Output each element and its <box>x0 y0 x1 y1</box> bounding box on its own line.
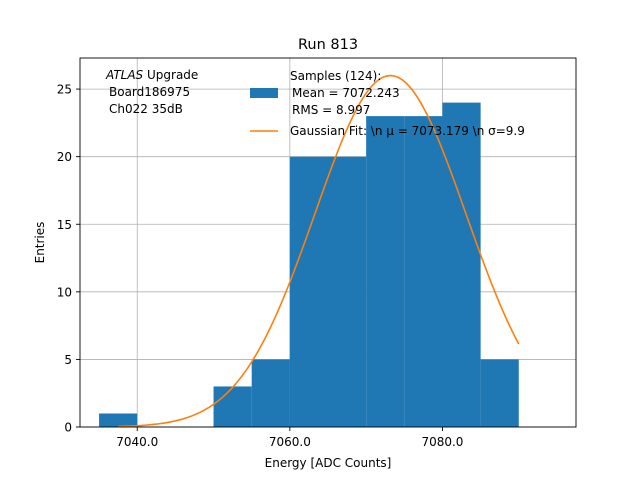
y-tick-label: 25 <box>57 83 72 97</box>
y-tick-label: 5 <box>64 353 72 367</box>
histogram-bar <box>480 359 519 427</box>
legend: Samples (124): Mean = 7072.243 RMS = 8.9… <box>250 69 525 138</box>
annotation-upgrade: Upgrade <box>143 68 198 82</box>
annotation-atlas: ATLAS <box>105 68 144 82</box>
x-axis-ticks: 7040.0 7060.0 7080.0 <box>116 427 463 449</box>
annotation-line-2: Board186975 <box>109 85 190 99</box>
histogram-bar <box>289 156 328 427</box>
legend-rms-label: RMS = 8.997 <box>292 103 370 117</box>
histogram-bar <box>442 102 481 427</box>
y-axis-ticks: 0 5 10 15 20 25 <box>57 83 80 435</box>
legend-samples-label: Samples (124): <box>290 69 381 83</box>
y-tick-label: 10 <box>57 285 72 299</box>
x-tick-label: 7060.0 <box>269 435 311 449</box>
x-axis-label: Energy [ADC Counts] <box>265 456 392 470</box>
y-axis-label: Entries <box>33 222 47 264</box>
annotation-line-1: ATLAS Upgrade <box>105 68 198 82</box>
chart-title: Run 813 <box>298 37 358 53</box>
y-tick-label: 0 <box>64 421 72 435</box>
gaussian-fit-curve <box>118 74 520 428</box>
legend-mean-label: Mean = 7072.243 <box>292 86 400 100</box>
histogram-bar <box>251 359 290 427</box>
annotation-line-3: Ch022 35dB <box>109 102 183 116</box>
histogram-bar <box>404 116 443 427</box>
histogram-bar <box>328 156 367 427</box>
histogram-bar <box>99 413 138 427</box>
y-tick-label: 20 <box>57 150 72 164</box>
histogram-bar <box>213 386 252 427</box>
histogram-bar <box>366 116 405 427</box>
histogram-bars <box>99 102 519 427</box>
legend-fit-label: Gaussian Fit: \n μ = 7073.179 \n σ=9.9 <box>290 124 525 138</box>
plot-frame <box>79 57 577 428</box>
y-tick-label: 15 <box>57 218 72 232</box>
x-tick-label: 7080.0 <box>421 435 463 449</box>
atlas-annotation: ATLAS Upgrade Board186975 Ch022 35dB <box>105 68 198 116</box>
x-tick-label: 7040.0 <box>116 435 158 449</box>
legend-histogram-swatch <box>250 88 278 98</box>
